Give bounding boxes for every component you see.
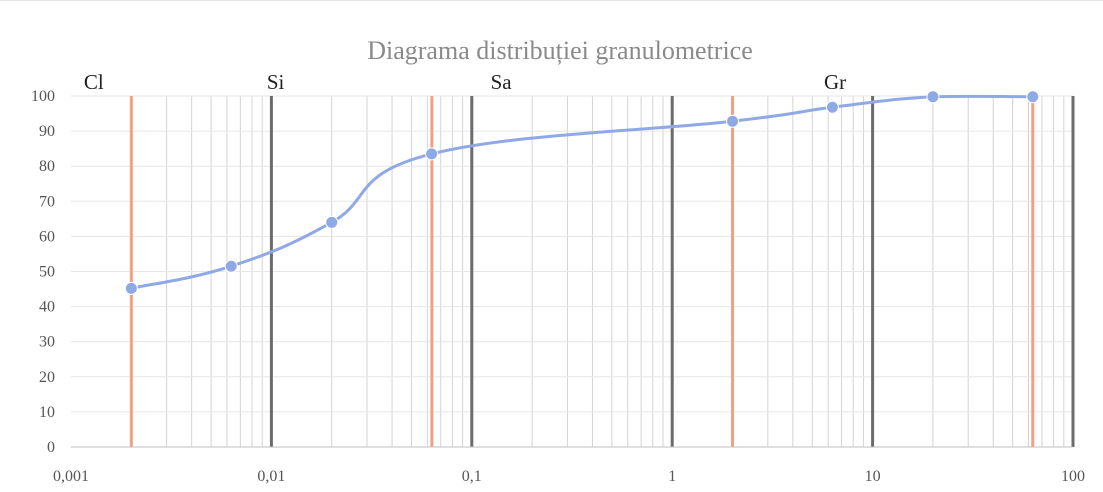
- region-label: Cl: [84, 70, 104, 94]
- data-point: [425, 147, 439, 161]
- y-tick-labels: 0 10 20 30 40 50 60 70 80 90 100: [31, 88, 55, 456]
- y-tick-label: 100: [31, 88, 55, 105]
- data-series: [124, 90, 1040, 295]
- x-tick-label: 0,001: [53, 468, 89, 485]
- y-tick-label: 90: [39, 123, 55, 140]
- data-point: [124, 281, 138, 295]
- data-point: [825, 100, 839, 114]
- chart-title: Diagrama distribuției granulometrice: [367, 36, 753, 65]
- y-tick-label: 0: [47, 439, 55, 456]
- region-label: Si: [267, 70, 285, 94]
- series-line: [131, 94, 1033, 290]
- data-point: [325, 215, 339, 229]
- decade-lines: [269, 96, 1075, 447]
- horizontal-grid: [71, 95, 1073, 413]
- y-tick-label: 30: [39, 334, 55, 351]
- data-point: [726, 114, 740, 128]
- region-labels: Cl Si Sa Gr: [84, 70, 846, 94]
- y-tick-label: 60: [39, 228, 55, 245]
- x-tick-label: 100: [1061, 468, 1085, 485]
- x-tick-labels: 0,001 0,01 0,1 1 10 100: [53, 468, 1085, 485]
- y-tick-label: 80: [39, 158, 55, 175]
- data-point: [926, 90, 940, 104]
- x-tick-label: 0,1: [462, 468, 482, 485]
- region-label: Gr: [824, 70, 846, 94]
- x-tick-label: 1: [668, 468, 676, 485]
- y-tick-label: 70: [39, 193, 55, 210]
- y-tick-label: 10: [39, 404, 55, 421]
- x-tick-label: 10: [865, 468, 881, 485]
- y-tick-label: 50: [39, 264, 55, 281]
- x-tick-label: 0,01: [257, 468, 285, 485]
- data-point: [1026, 90, 1040, 104]
- data-point: [224, 259, 238, 273]
- y-tick-label: 40: [39, 299, 55, 316]
- region-label: Sa: [491, 70, 513, 94]
- y-tick-label: 20: [39, 369, 55, 386]
